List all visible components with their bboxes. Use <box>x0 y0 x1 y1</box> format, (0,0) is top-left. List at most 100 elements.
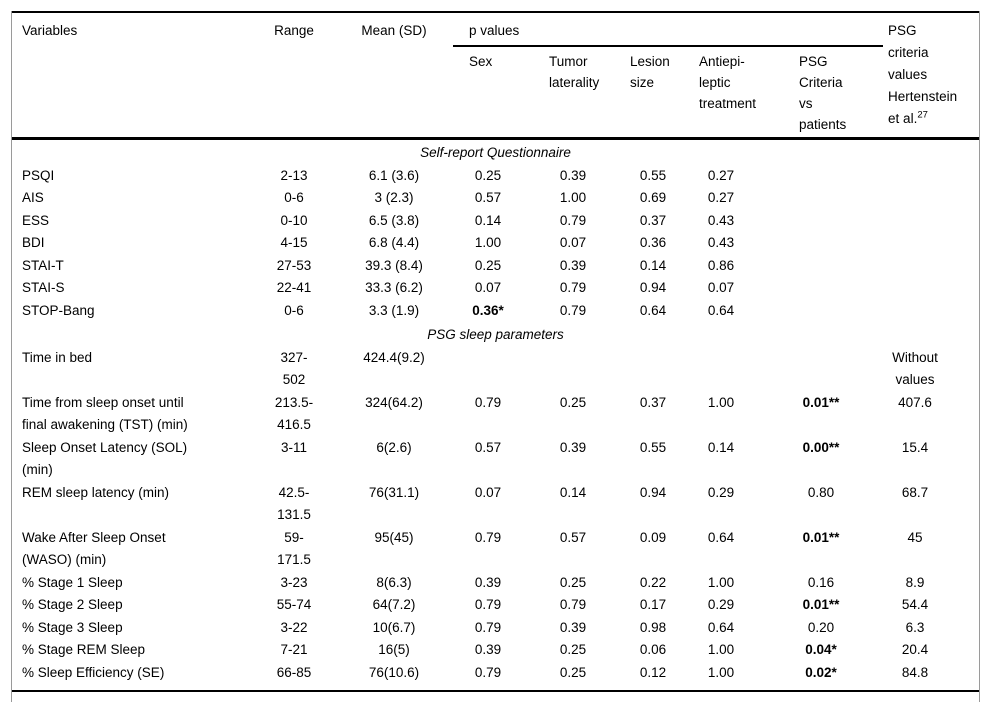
cell-range: 213.5- 416.5 <box>274 394 314 433</box>
cell-p-antiepileptic-treatment: 0.14 <box>707 439 735 455</box>
cell-p-lesion-size: 0.55 <box>639 167 667 183</box>
cell-range: 59- 171.5 <box>277 529 311 568</box>
cell-psg-criteria-value: 6.3 <box>905 619 925 635</box>
cell-mean-sd: 10(6.7) <box>372 619 416 635</box>
cell-p-psg-criteria-vs-patients <box>759 255 883 278</box>
cell-mean-sd: 6(2.6) <box>376 439 412 455</box>
cell-range: 42.5- 131.5 <box>277 484 311 523</box>
cell-p-tumor-laterality: 0.25 <box>559 642 587 657</box>
table-row: Time in bed 327- 502 424.4(9.2) Without val… <box>12 347 979 392</box>
cell-variable: BDI <box>22 235 45 250</box>
cell-p-tumor-laterality: 0.25 <box>559 574 587 590</box>
cell-p-antiepileptic-treatment: 0.43 <box>707 235 735 250</box>
section-title-row: Self-report Questionnaire <box>12 139 979 165</box>
cell-p-psg-criteria-vs-patients <box>759 165 883 188</box>
cell-p-tumor-laterality: 0.25 <box>559 394 587 410</box>
table-row: STOP-Bang 0-6 3.3 (1.9) 0.36* 0.79 0.64 0.64 <box>12 300 979 323</box>
cell-psg-criteria-value: 84.8 <box>901 664 929 680</box>
cell-range: 7-21 <box>280 642 308 657</box>
header-row-sub: Sex Tumor laterality Lesion size Antiepi… <box>12 46 979 140</box>
cell-variable: % Stage 3 Sleep <box>22 619 123 635</box>
cell-p-antiepileptic-treatment: 0.27 <box>707 167 735 183</box>
cell-variable: PSQI <box>22 167 55 183</box>
table-row: % Stage 2 Sleep 55-74 64(7.2) 0.79 0.79 0.17 0… <box>12 594 979 617</box>
table-row: AIS 0-6 3 (2.3) 0.57 1.00 0.69 0.27 <box>12 187 979 210</box>
cell-p-sex: 0.07 <box>474 280 502 295</box>
table-row: % Stage 1 Sleep 3-23 8(6.3) 0.39 0.25 0.22 1.0… <box>12 572 979 595</box>
cell-psg-criteria-value <box>883 300 979 323</box>
cell-p-psg-criteria-vs-patients <box>759 187 883 210</box>
cell-p-lesion-size: 0.14 <box>639 257 667 273</box>
cell-p-tumor-laterality: 0.79 <box>559 212 587 228</box>
cell-variable: Time in bed <box>22 349 93 365</box>
cell-mean-sd: 16(5) <box>378 642 410 657</box>
col-header-psg-criteria-vs-patients: PSG Criteria vs patients <box>759 46 884 140</box>
cell-p-antiepileptic-treatment: 0.29 <box>707 484 735 500</box>
cell-p-sex: 0.25 <box>474 257 502 273</box>
cell-p-tumor-laterality: 0.39 <box>559 257 587 273</box>
cell-range: 4-15 <box>280 235 308 250</box>
cell-p-sex: 1.00 <box>474 235 502 250</box>
cell-p-antiepileptic-treatment: 1.00 <box>707 574 735 590</box>
cell-variable: Sleep Onset Latency (SOL) (min) <box>22 439 188 478</box>
cell-p-psg-criteria-vs-patients <box>759 347 883 392</box>
cell-p-lesion-size: 0.36 <box>639 235 667 250</box>
cell-psg-criteria-value <box>883 232 979 255</box>
cell-p-lesion-size: 0.94 <box>639 484 667 500</box>
cell-p-antiepileptic-treatment: 0.43 <box>707 212 735 228</box>
cell-p-psg-criteria-vs-patients <box>759 277 883 300</box>
cell-p-lesion-size: 0.12 <box>639 664 667 680</box>
cell-p-lesion-size: 0.98 <box>639 619 667 635</box>
cell-range: 0-6 <box>284 190 304 205</box>
cell-p-sex: 0.07 <box>474 484 502 500</box>
table-row: STAI-T 27-53 39.3 (8.4) 0.25 0.39 0.14 0.86 <box>12 255 979 278</box>
cell-range: 55-74 <box>276 597 312 612</box>
cell-mean-sd: 33.3 (6.2) <box>365 280 423 295</box>
cell-mean-sd: 76(31.1) <box>368 484 420 500</box>
cell-p-lesion-size: 0.06 <box>639 642 667 657</box>
cell-p-sex: 0.14 <box>474 212 502 228</box>
cell-range: 3-22 <box>280 619 308 635</box>
cell-mean-sd: 6.5 (3.8) <box>368 212 420 228</box>
cell-psg-criteria-value <box>883 210 979 233</box>
cell-p-tumor-laterality: 0.79 <box>559 280 587 295</box>
cell-p-tumor-laterality: 0.79 <box>559 302 587 318</box>
cell-p-psg-criteria-vs-patients: 0.01** <box>802 529 840 545</box>
cell-variable: REM sleep latency (min) <box>22 484 170 500</box>
col-header-lesion-size: Lesion size <box>623 46 683 140</box>
col-header-antiepileptic-treatment: Antiepi- leptic treatment <box>683 46 759 140</box>
citation-superscript: 27 <box>917 109 928 121</box>
cell-p-sex: 0.79 <box>474 664 502 680</box>
cell-p-psg-criteria-vs-patients: 0.02* <box>805 664 837 680</box>
cell-p-psg-criteria-vs-patients <box>759 232 883 255</box>
cell-p-antiepileptic-treatment: 1.00 <box>707 664 735 680</box>
cell-range: 66-85 <box>276 664 312 680</box>
cell-mean-sd: 64(7.2) <box>372 597 416 612</box>
cell-mean-sd: 76(10.6) <box>368 664 420 680</box>
cell-p-antiepileptic-treatment: 0.07 <box>707 280 735 295</box>
cell-p-lesion-size: 0.09 <box>639 529 667 545</box>
results-table: Variables Range Mean (SD) p values PSG c… <box>12 11 980 692</box>
cell-p-psg-criteria-vs-patients: 0.01** <box>802 597 840 612</box>
cell-variable: STAI-S <box>22 280 65 295</box>
table-row: Wake After Sleep Onset (WASO) (min) 59- 1… <box>12 527 979 572</box>
cell-p-tumor-laterality: 0.07 <box>559 235 587 250</box>
cell-variable: % Stage 1 Sleep <box>22 574 123 590</box>
cell-p-psg-criteria-vs-patients: 0.01** <box>802 394 840 410</box>
cell-psg-criteria-value <box>883 165 979 188</box>
table-row: STAI-S 22-41 33.3 (6.2) 0.07 0.79 0.94 0.07 <box>12 277 979 300</box>
col-header-psg-criteria-values: PSG criteria values Hertenstein et al.27 <box>883 12 980 140</box>
cell-p-tumor-laterality: 0.57 <box>559 529 587 545</box>
cell-mean-sd: 39.3 (8.4) <box>365 257 423 273</box>
cell-p-psg-criteria-vs-patients: 0.80 <box>807 484 835 500</box>
section-title-row: PSG sleep parameters <box>12 322 979 347</box>
cell-variable: AIS <box>22 190 44 205</box>
cell-p-sex: 0.79 <box>474 529 502 545</box>
col-header-sex: Sex <box>453 46 523 140</box>
cell-variable: % Sleep Efficiency (SE) <box>22 664 165 680</box>
cell-range: 3-11 <box>280 439 308 455</box>
cell-mean-sd: 3.3 (1.9) <box>368 302 420 318</box>
cell-p-sex: 0.79 <box>474 394 502 410</box>
cell-variable: Time from sleep onset until final awaken… <box>22 394 188 433</box>
table-row: Sleep Onset Latency (SOL) (min) 3-11 6(2.6… <box>12 437 979 482</box>
